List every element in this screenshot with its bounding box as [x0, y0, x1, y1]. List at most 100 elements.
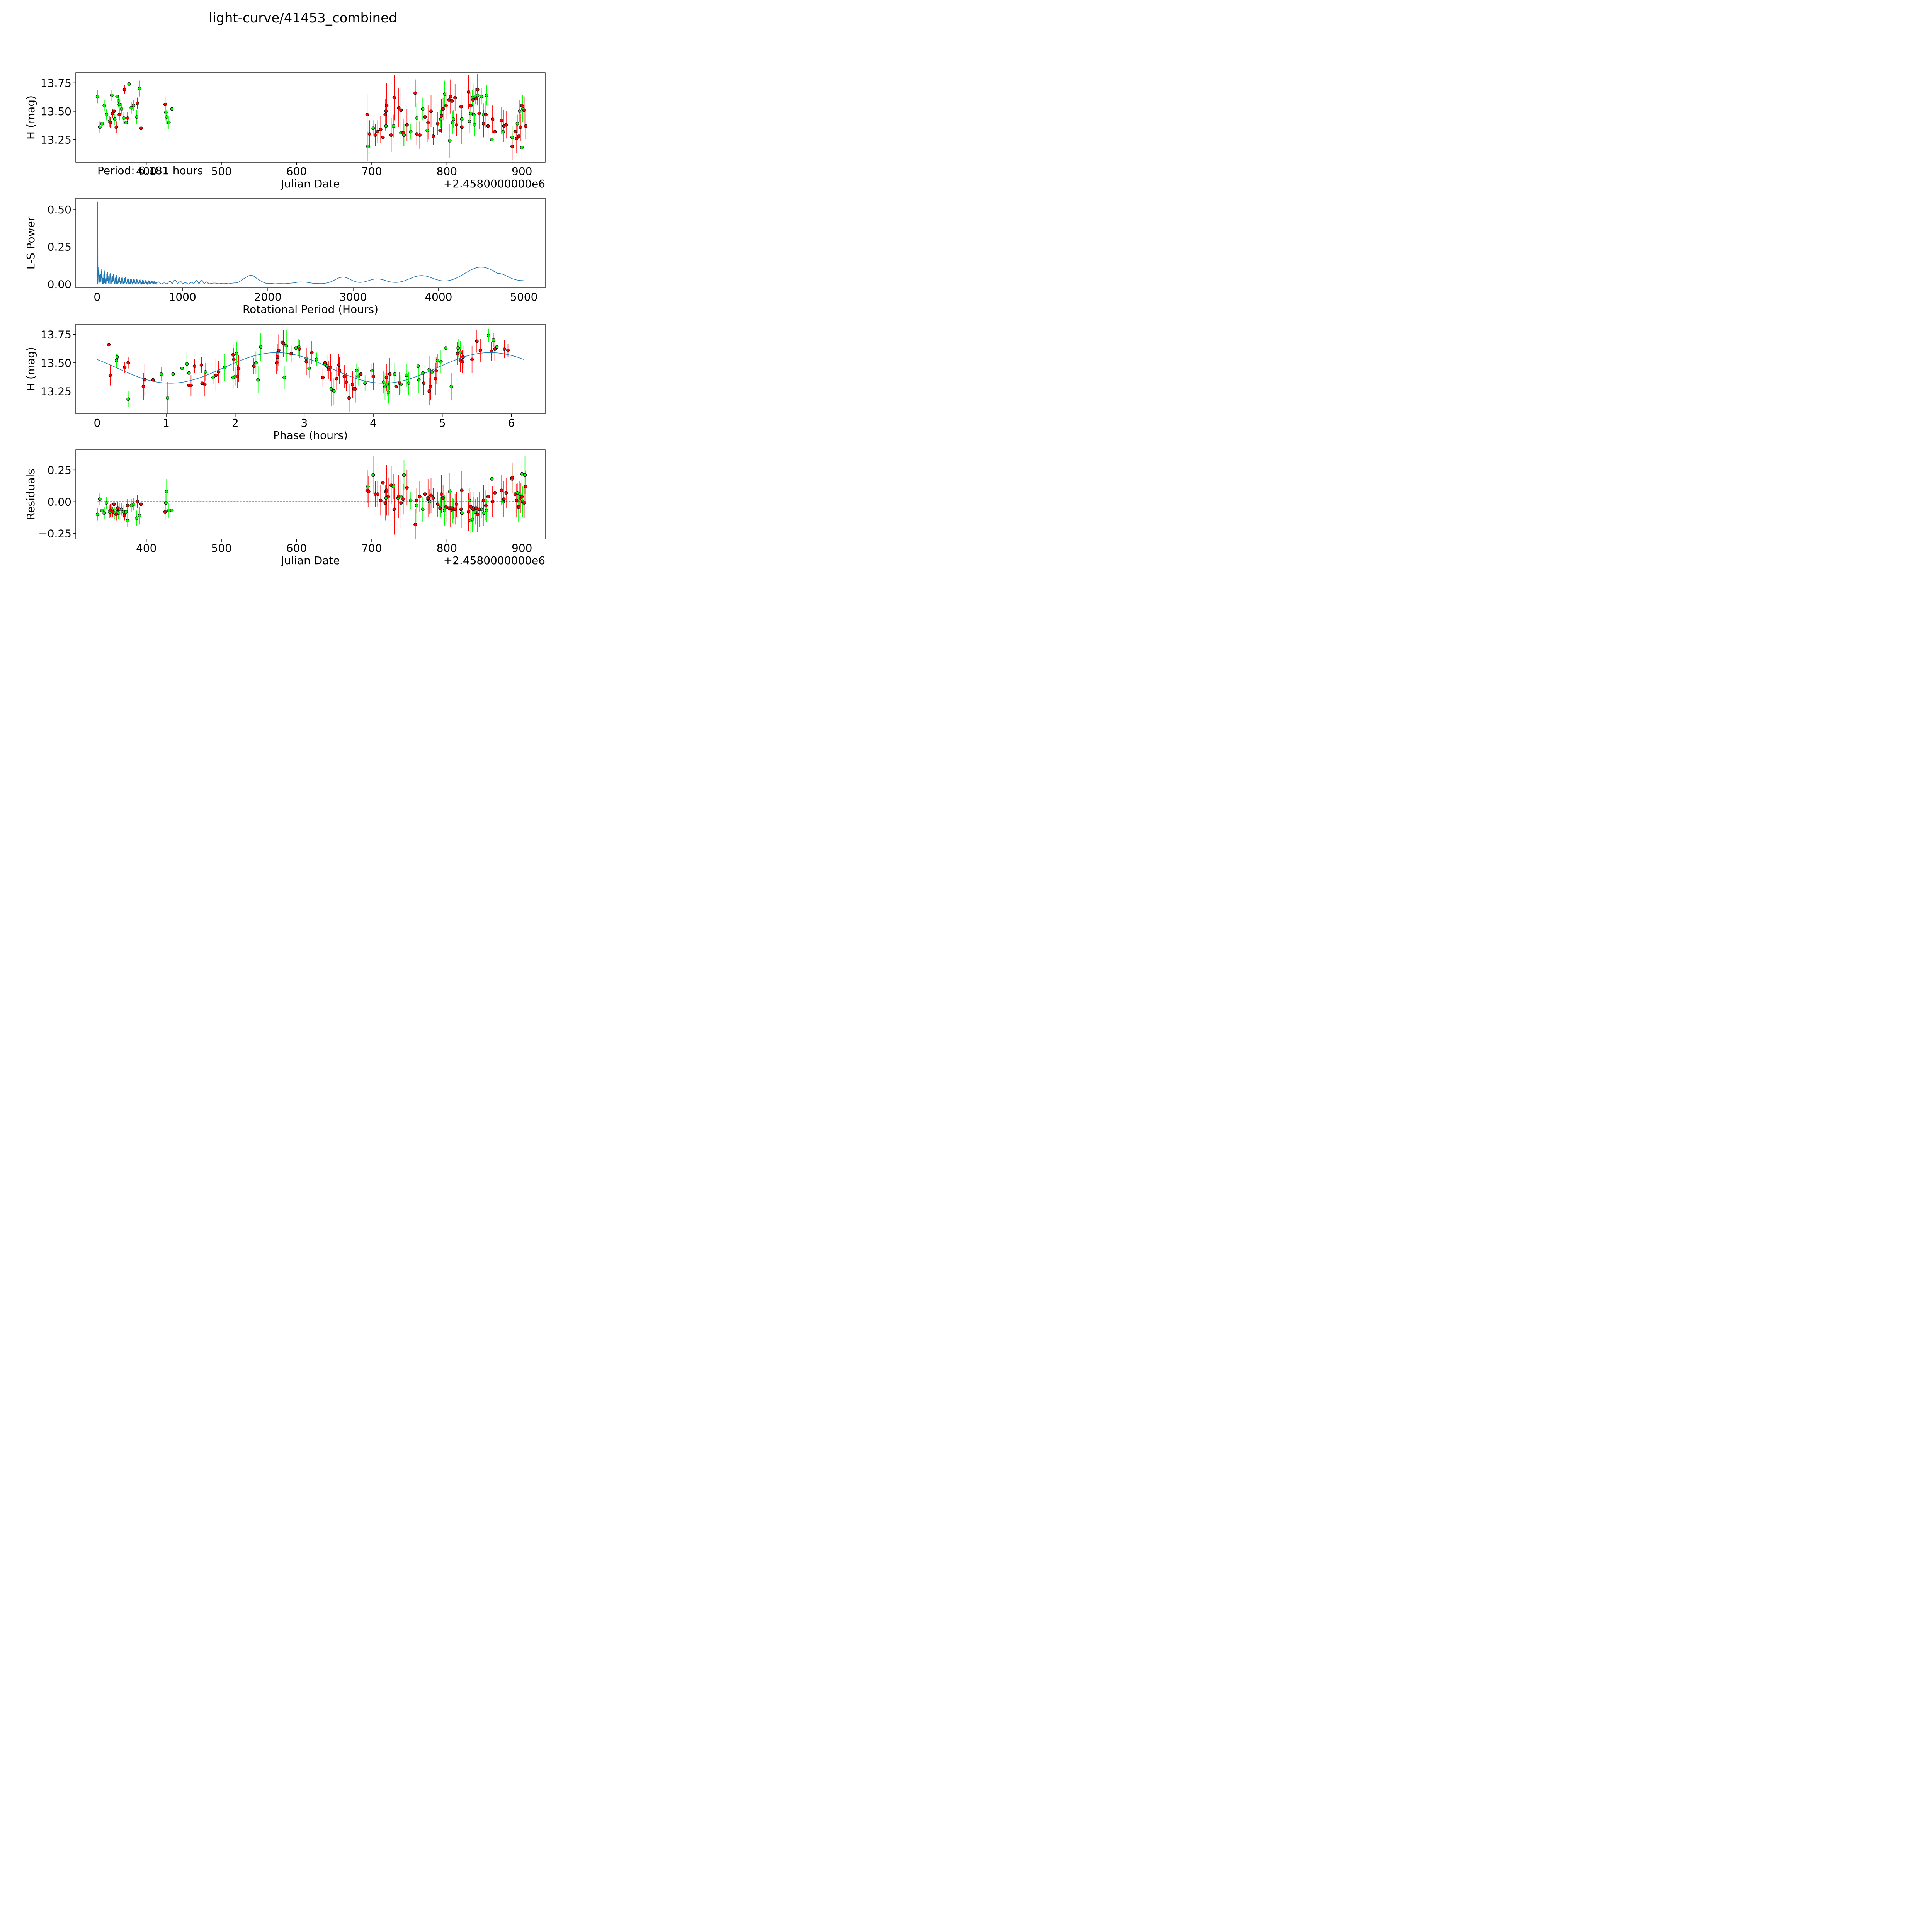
data-point: [235, 374, 239, 378]
period-annotation: Period: 6.181 hours: [97, 164, 203, 177]
data-point: [456, 352, 459, 355]
data-point: [503, 347, 507, 351]
data-point: [160, 372, 163, 376]
data-point: [391, 124, 395, 128]
data-point: [135, 101, 139, 105]
data-point: [476, 512, 480, 516]
data-point: [126, 116, 129, 120]
data-point: [185, 362, 189, 366]
data-point: [115, 355, 119, 359]
data-point: [474, 97, 478, 101]
data-point: [126, 519, 129, 522]
data-point: [108, 121, 112, 124]
data-point: [105, 113, 109, 117]
x-offset-label: +2.4580000000e6: [444, 177, 545, 190]
data-point: [122, 514, 126, 517]
x-tick-label: 600: [286, 542, 307, 554]
data-point: [126, 397, 130, 401]
data-point: [332, 389, 336, 393]
data-point: [468, 498, 471, 502]
data-point: [237, 367, 241, 371]
data-point: [510, 145, 514, 148]
fit-curve: [97, 352, 524, 384]
data-point: [427, 389, 431, 393]
data-point: [120, 107, 124, 111]
data-point: [276, 355, 279, 359]
data-point: [304, 360, 308, 364]
data-point: [449, 95, 452, 99]
data-point: [522, 501, 526, 505]
x-tick-label: 3: [301, 417, 308, 429]
x-tick-label: 3000: [339, 291, 367, 303]
data-point: [519, 125, 522, 129]
data-point: [315, 357, 319, 361]
x-axis-label: Rotational Period (Hours): [243, 303, 378, 316]
plot-area: [95, 73, 527, 162]
data-point: [117, 99, 121, 103]
y-tick-label: 13.25: [41, 133, 71, 146]
data-point: [524, 485, 527, 488]
data-point: [399, 108, 403, 112]
x-tick-label: 1: [163, 417, 170, 429]
data-point: [165, 490, 168, 493]
data-point: [354, 387, 357, 391]
y-axis-label: Residuals: [24, 469, 37, 520]
data-point: [492, 338, 495, 342]
data-point: [467, 90, 471, 94]
data-point: [418, 495, 422, 498]
data-point: [98, 497, 102, 501]
data-point: [214, 373, 218, 377]
data-point: [438, 129, 442, 133]
x-tick-label: 0: [94, 417, 100, 429]
data-point: [165, 115, 168, 119]
data-point: [256, 378, 260, 382]
data-point: [471, 98, 475, 102]
light-curve-panel: 400 500 600 700 800 900 13.25 13.50 13.75 Julian …: [24, 72, 546, 190]
data-point: [423, 492, 427, 496]
data-point: [417, 378, 421, 382]
x-axis-label: Julian Date: [280, 554, 340, 567]
y-tick-label: 13.75: [41, 77, 71, 89]
data-point: [520, 495, 524, 498]
data-point: [235, 352, 238, 355]
x-tick-label: 900: [512, 542, 532, 554]
x-tick-label: 700: [361, 542, 382, 554]
data-point: [405, 486, 409, 490]
data-point: [383, 113, 387, 117]
data-point: [513, 492, 517, 496]
data-point: [472, 113, 476, 117]
data-point: [163, 102, 167, 106]
data-point: [510, 476, 514, 480]
axes-frame: [75, 449, 546, 539]
data-point: [381, 135, 385, 139]
data-point: [421, 107, 425, 111]
y-tick-label: 13.50: [41, 357, 71, 369]
data-point: [449, 385, 453, 389]
data-point: [374, 133, 378, 137]
data-point: [310, 350, 314, 354]
data-point: [384, 124, 388, 128]
data-point: [518, 492, 522, 496]
data-point: [388, 372, 392, 376]
data-point: [102, 511, 106, 515]
data-point: [139, 502, 143, 506]
data-point: [490, 138, 494, 141]
data-point: [500, 488, 503, 492]
data-point: [444, 505, 448, 509]
data-point: [371, 126, 375, 130]
data-point: [164, 111, 168, 114]
data-point: [386, 495, 390, 498]
data-point: [397, 495, 401, 498]
data-point: [426, 121, 430, 124]
data-point: [203, 383, 207, 386]
data-point: [485, 509, 488, 512]
data-point: [385, 104, 389, 107]
data-point: [132, 104, 136, 107]
data-point: [482, 498, 486, 502]
data-point: [134, 115, 138, 119]
data-point: [371, 374, 375, 378]
data-point: [100, 122, 104, 126]
y-axis-label: L-S Power: [24, 216, 37, 269]
data-point: [435, 359, 439, 362]
y-tick-label: 0.25: [48, 464, 71, 476]
